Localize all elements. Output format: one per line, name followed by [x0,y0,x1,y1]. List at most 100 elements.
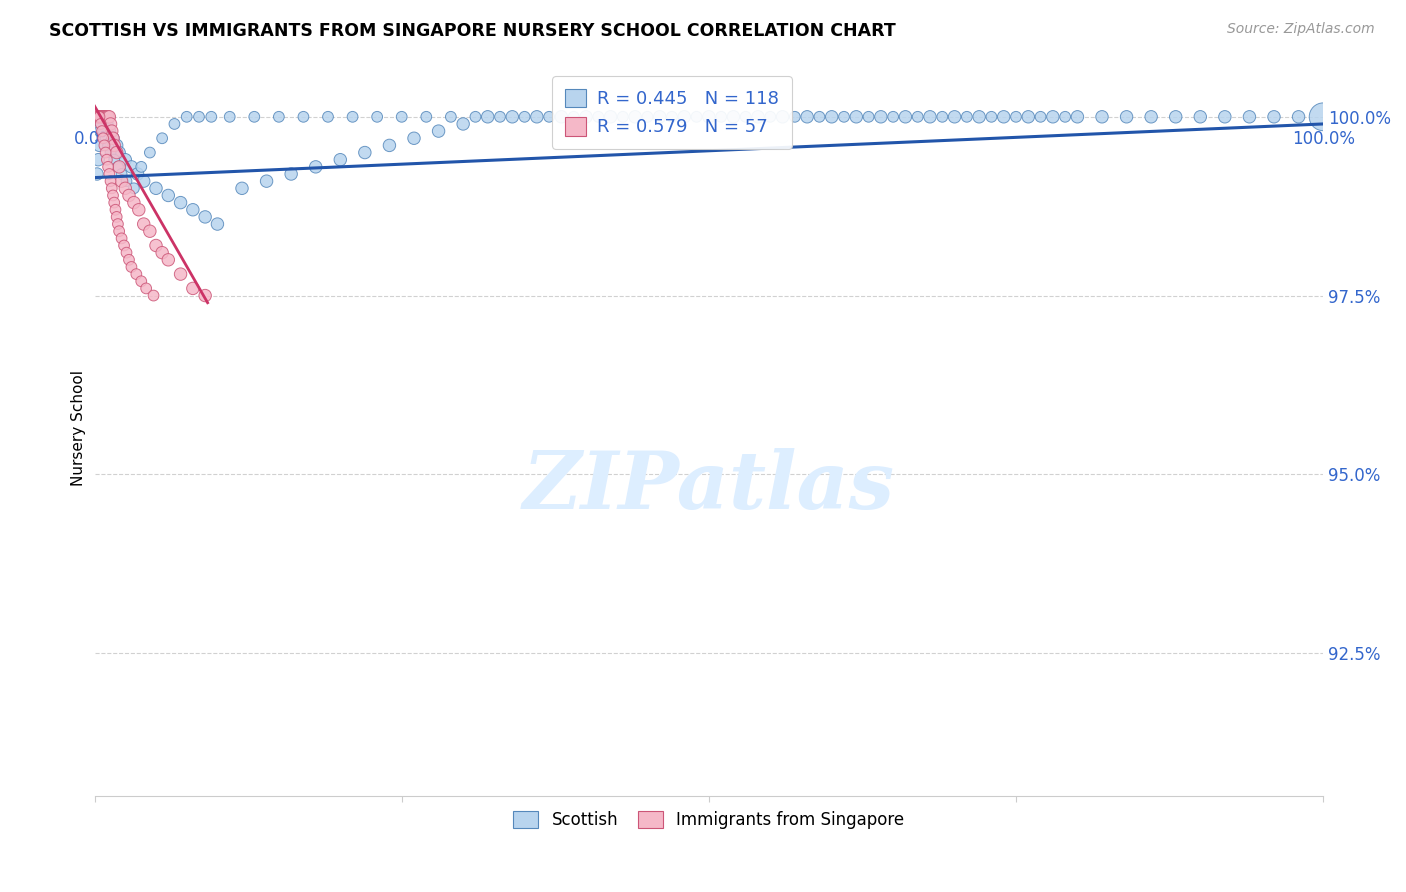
Point [103,153,125,167]
Point [685,110,707,124]
Point [91,110,114,124]
Text: ZIPatlas: ZIPatlas [523,448,894,525]
Point [157,188,180,202]
Point [759,110,782,124]
Point [97,110,120,124]
Point [427,124,450,138]
Point [90,110,112,124]
Point [464,110,486,124]
Point [120,160,142,174]
Point [90,124,112,138]
Point [100,117,122,131]
Point [114,153,136,167]
Point [100,174,122,188]
Text: Source: ZipAtlas.com: Source: ZipAtlas.com [1227,22,1375,37]
Point [139,145,162,160]
Point [538,110,561,124]
Point [858,110,880,124]
Point [122,195,145,210]
Point [115,245,138,260]
Point [329,153,352,167]
Point [98,124,121,138]
Point [129,274,152,288]
Point [378,138,401,153]
Point [110,231,132,245]
Point [97,160,120,174]
Point [108,145,131,160]
Point [869,110,891,124]
Point [97,138,120,153]
Point [796,110,818,124]
Point [96,153,118,167]
Point [90,117,112,131]
Point [105,210,128,224]
Point [100,145,122,160]
Point [200,110,222,124]
Point [150,131,173,145]
Point [1017,110,1039,124]
Point [489,110,512,124]
Point [94,145,117,160]
Point [110,167,132,181]
Point [918,110,941,124]
Text: SCOTTISH VS IMMIGRANTS FROM SINGAPORE NURSERY SCHOOL CORRELATION CHART: SCOTTISH VS IMMIGRANTS FROM SINGAPORE NU… [49,22,896,40]
Point [128,202,150,217]
Point [366,110,388,124]
Point [710,110,733,124]
Point [342,110,364,124]
Point [103,195,125,210]
Point [980,110,1002,124]
Point [316,110,339,124]
Point [105,138,128,153]
Point [91,131,114,145]
Point [734,110,756,124]
Point [125,267,148,281]
Point [1239,110,1261,124]
Point [110,174,132,188]
Point [181,281,204,295]
Point [231,181,253,195]
Point [1312,110,1334,124]
Point [1263,110,1285,124]
Point [118,188,141,202]
Point [599,110,621,124]
Point [967,110,990,124]
Point [624,110,647,124]
Point [354,145,377,160]
Point [550,110,572,124]
Point [292,110,315,124]
Point [135,281,157,295]
Point [90,117,112,131]
Text: 0.0%: 0.0% [73,130,115,148]
Point [93,110,115,124]
Point [150,245,173,260]
Point [513,110,536,124]
Point [526,110,548,124]
Point [169,267,191,281]
Point [145,181,167,195]
Point [142,288,165,302]
Point [101,131,124,145]
Point [101,188,124,202]
Point [1054,110,1077,124]
Point [882,110,904,124]
Point [697,110,720,124]
Point [440,110,463,124]
Point [157,252,180,267]
Point [451,117,474,131]
Point [673,110,696,124]
Point [194,210,217,224]
Point [89,110,111,124]
Point [575,110,598,124]
Point [98,167,121,181]
Text: 100.0%: 100.0% [1292,130,1354,148]
Point [108,224,131,238]
Point [86,110,108,124]
Point [1213,110,1236,124]
Point [1164,110,1187,124]
Point [91,110,114,124]
Point [118,252,141,267]
Point [91,124,114,138]
Point [1066,110,1088,124]
Point [91,110,114,124]
